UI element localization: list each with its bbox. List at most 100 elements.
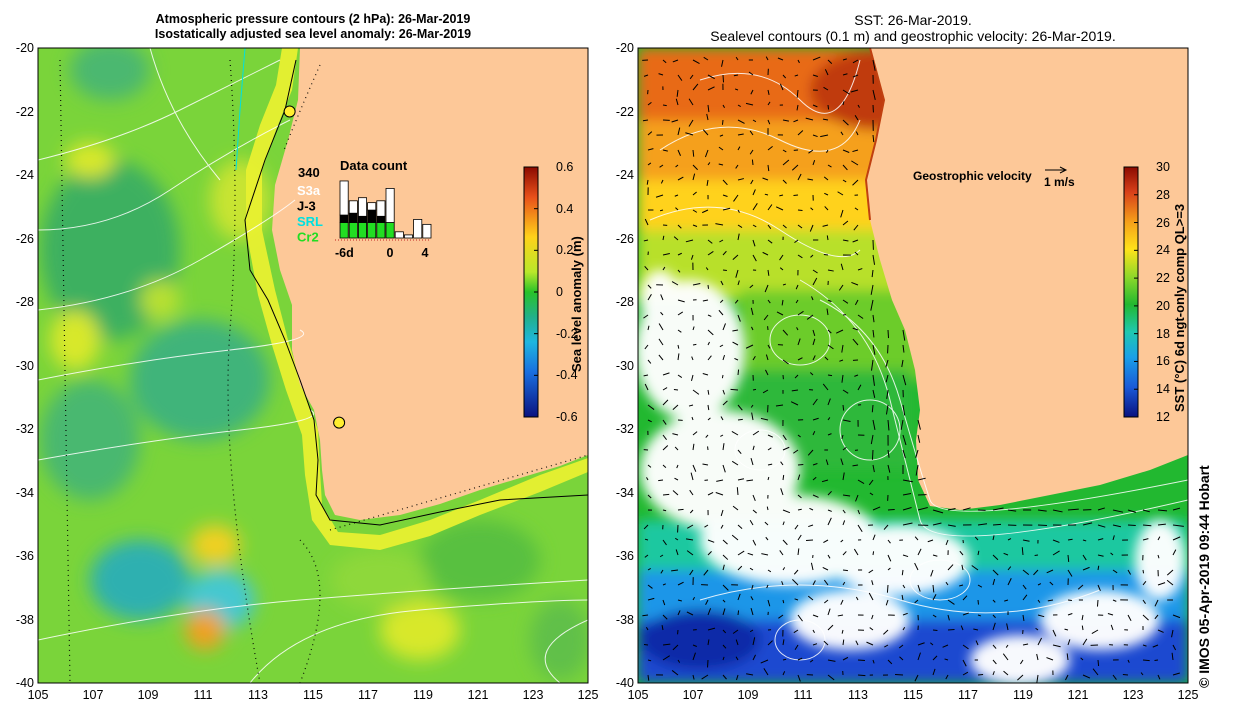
velocity-arrow — [643, 524, 649, 530]
velocity-arrow — [707, 608, 712, 616]
velocity-arrow — [707, 539, 715, 543]
velocity-arrow — [763, 668, 769, 676]
velocity-arrow — [662, 614, 668, 620]
y-tick-label: -32 — [615, 422, 634, 436]
velocity-arrow — [790, 401, 799, 406]
velocity-arrow — [1082, 522, 1093, 526]
velocity-arrow — [1017, 674, 1024, 681]
velocity-arrow — [662, 493, 670, 496]
velocity-arrow — [794, 644, 799, 651]
velocity-arrow — [797, 614, 803, 622]
velocity-arrow — [647, 419, 652, 423]
velocity-arrow — [782, 474, 785, 481]
velocity-arrow — [660, 294, 664, 301]
velocity-arrow — [671, 569, 679, 572]
velocity-arrow — [901, 359, 904, 368]
velocity-arrow — [1037, 599, 1041, 603]
velocity-arrow — [647, 494, 652, 499]
velocity-arrow — [827, 104, 830, 110]
velocity-arrow — [765, 369, 769, 376]
data-count-bar — [339, 180, 349, 216]
velocity-arrow — [791, 389, 799, 392]
velocity-arrow — [1065, 674, 1069, 681]
velocity-arrow — [1127, 509, 1137, 513]
y-tick-label: -40 — [615, 676, 634, 690]
velocity-arrow — [797, 657, 803, 661]
data-count-bar — [385, 222, 395, 239]
left-title-line2: Isostatically adjusted sea level anomaly… — [154, 27, 472, 41]
velocity-arrow — [992, 614, 996, 619]
velocity-arrow — [841, 434, 844, 440]
velocity-arrow — [857, 104, 860, 108]
velocity-arrow — [962, 659, 967, 667]
velocity-arrow — [823, 253, 829, 256]
velocity-arrow — [677, 329, 682, 333]
velocity-arrow — [752, 654, 757, 661]
velocity-arrow — [1091, 629, 1099, 635]
velocity-arrow — [971, 565, 979, 571]
velocity-arrow — [885, 374, 889, 383]
velocity-arrow — [797, 548, 800, 556]
velocity-arrow — [733, 74, 739, 77]
velocity-arrow — [767, 119, 771, 125]
velocity-arrow — [959, 550, 964, 556]
velocity-arrow — [685, 132, 694, 136]
velocity-arrow — [945, 674, 949, 680]
velocity-arrow — [823, 176, 829, 181]
velocity-arrow — [872, 551, 875, 556]
velocity-arrow — [766, 506, 769, 511]
velocity-arrow — [685, 538, 694, 541]
velocity-arrow — [872, 329, 875, 338]
velocity-arrow — [872, 59, 876, 71]
velocity-arrow — [646, 179, 649, 185]
velocity-arrow — [1082, 638, 1088, 646]
velocity-arrow — [808, 524, 814, 528]
velocity-arrow — [1046, 569, 1054, 574]
velocity-arrow — [752, 254, 757, 262]
velocity-arrow — [688, 404, 694, 407]
velocity-arrow — [942, 644, 949, 648]
velocity-arrow — [917, 434, 921, 443]
velocity-arrow — [643, 374, 649, 377]
velocity-arrow — [1007, 578, 1012, 586]
velocity-arrow — [915, 449, 919, 458]
velocity-arrow — [871, 580, 874, 586]
velocity-arrow — [1082, 539, 1087, 542]
velocity-arrow — [977, 584, 983, 588]
velocity-arrow — [782, 283, 787, 286]
velocity-arrow — [732, 629, 739, 634]
velocity-arrow — [692, 464, 697, 472]
velocity-arrow — [1067, 538, 1073, 541]
velocity-arrow — [826, 149, 829, 153]
velocity-arrow — [672, 433, 679, 436]
velocity-arrow — [707, 104, 710, 113]
velocity-arrow — [842, 149, 850, 153]
velocity-arrow — [796, 104, 799, 111]
velocity-arrow — [752, 388, 757, 391]
velocity-arrow — [870, 434, 874, 445]
velocity-arrow — [886, 389, 889, 399]
velocity-arrow — [720, 509, 724, 517]
australia-land-right — [866, 48, 1188, 510]
velocity-arrow — [737, 610, 740, 616]
x-tick-label: 119 — [1013, 688, 1033, 702]
velocity-arrow — [857, 384, 862, 391]
velocity-arrow — [1171, 652, 1174, 661]
velocity-arrow — [823, 86, 829, 91]
velocity-arrow — [662, 399, 669, 406]
velocity-arrow — [827, 398, 831, 406]
velocity-arrow — [677, 149, 681, 156]
velocity-arrow — [692, 644, 697, 647]
x-tick-label: 105 — [27, 688, 49, 702]
velocity-arrow — [840, 539, 844, 543]
velocity-arrow — [793, 569, 799, 575]
velocity-arrow — [1142, 524, 1152, 527]
velocity-arrow — [1142, 659, 1150, 662]
velocity-arrow — [992, 644, 997, 649]
colorbar-tick-label: 0.4 — [556, 201, 574, 216]
velocity-arrow — [715, 491, 724, 496]
velocity-arrow — [872, 374, 875, 386]
velocity-arrow — [812, 104, 818, 108]
velocity-arrow — [720, 524, 724, 529]
velocity-arrow — [702, 463, 709, 466]
